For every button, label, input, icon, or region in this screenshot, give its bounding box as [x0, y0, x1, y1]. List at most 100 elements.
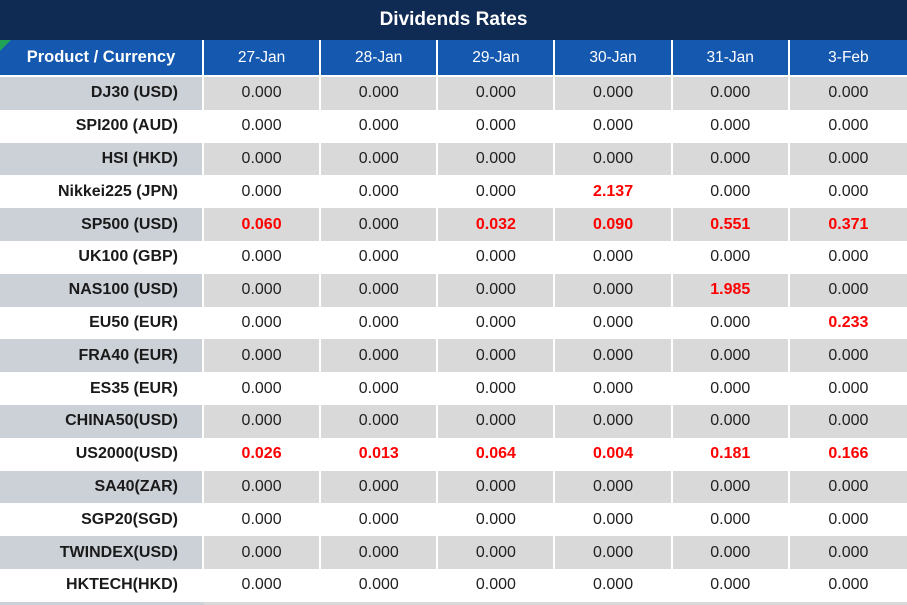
product-cell: ES35 (EUR)	[0, 372, 204, 405]
value-cell: 0.000	[438, 536, 556, 569]
value-cell: 0.000	[438, 273, 556, 307]
value-cell: 0.000	[321, 109, 439, 143]
product-cell: DJ30 (USD)	[0, 77, 204, 110]
value-cell: 0.000	[789, 339, 907, 373]
value-cell: 0.000	[555, 503, 673, 537]
table-row: FRA40 (EUR) 0.000 0.000 0.000 0.000 0.000 0.00…	[0, 339, 907, 373]
bottom-strip-left	[0, 601, 204, 605]
table-row: UK100 (GBP) 0.000 0.000 0.000 0.000 0.000 0.00…	[0, 240, 907, 274]
value-cell: 0.000	[555, 273, 673, 307]
column-header-date: 27-Jan	[204, 40, 322, 75]
value-cell: 0.000	[321, 404, 439, 438]
value-cell: 0.000	[672, 77, 790, 110]
value-cell: 0.000	[555, 372, 673, 405]
value-cell: 0.000	[789, 503, 907, 537]
value-cell: 0.000	[438, 240, 556, 274]
value-cell: 0.000	[789, 372, 907, 405]
column-header-date: 29-Jan	[438, 40, 556, 75]
value-cell: 0.181	[672, 437, 790, 471]
table-row: EU50 (EUR) 0.000 0.000 0.000 0.000 0.000 0.233	[0, 306, 907, 340]
value-cell: 0.000	[438, 77, 556, 110]
value-cell: 0.000	[672, 142, 790, 176]
product-cell: HSI (HKD)	[0, 142, 204, 176]
value-cell: 0.000	[789, 404, 907, 438]
value-cell: 0.000	[438, 109, 556, 143]
value-cell: 0.000	[204, 536, 322, 569]
product-header-label: Product / Currency	[26, 48, 176, 66]
value-cell: 0.000	[438, 306, 556, 340]
value-cell: 0.371	[789, 208, 907, 241]
value-cell: 0.000	[204, 372, 322, 405]
product-cell: Nikkei225 (JPN)	[0, 175, 204, 209]
product-cell: FRA40 (EUR)	[0, 339, 204, 373]
product-cell: SP500 (USD)	[0, 208, 204, 241]
value-cell: 0.000	[555, 404, 673, 438]
value-cell: 0.000	[672, 339, 790, 373]
value-cell: 0.000	[555, 568, 673, 602]
value-cell: 0.000	[204, 77, 322, 110]
product-cell: CHINA50(USD)	[0, 404, 204, 438]
value-cell: 0.000	[555, 339, 673, 373]
value-cell: 0.000	[672, 404, 790, 438]
column-header-date: 28-Jan	[321, 40, 439, 75]
value-cell: 0.166	[789, 437, 907, 471]
value-cell: 0.000	[438, 470, 556, 504]
value-cell: 0.000	[438, 142, 556, 176]
product-cell: UK100 (GBP)	[0, 240, 204, 274]
value-cell: 0.000	[672, 568, 790, 602]
title-bar: Dividends Rates	[0, 0, 907, 40]
value-cell: 0.000	[789, 536, 907, 569]
value-cell: 0.000	[789, 273, 907, 307]
value-cell: 0.000	[321, 142, 439, 176]
value-cell: 0.000	[555, 306, 673, 340]
value-cell: 0.000	[672, 536, 790, 569]
value-cell: 0.000	[438, 339, 556, 373]
value-cell: 0.026	[204, 437, 322, 471]
value-cell: 0.000	[672, 470, 790, 504]
value-cell: 0.000	[321, 372, 439, 405]
product-cell: SGP20(SGD)	[0, 503, 204, 537]
value-cell: 0.000	[321, 470, 439, 504]
value-cell: 0.000	[438, 175, 556, 209]
value-cell: 0.000	[321, 503, 439, 537]
value-cell: 0.000	[555, 470, 673, 504]
table-row: HKTECH(HKD) 0.000 0.000 0.000 0.000 0.000 0.00…	[0, 568, 907, 602]
value-cell: 0.090	[555, 208, 673, 241]
value-cell: 0.000	[789, 175, 907, 209]
table-header-row: Product / Currency 27-Jan 28-Jan 29-Jan 30-…	[0, 40, 907, 77]
product-cell: NAS100 (USD)	[0, 273, 204, 307]
product-cell: SPI200 (AUD)	[0, 109, 204, 143]
value-cell: 0.000	[321, 273, 439, 307]
table-row: HSI (HKD) 0.000 0.000 0.000 0.000 0.000 0.000	[0, 142, 907, 176]
column-header-date: 30-Jan	[555, 40, 673, 75]
value-cell: 0.000	[789, 109, 907, 143]
value-cell: 0.000	[204, 175, 322, 209]
value-cell: 0.000	[204, 404, 322, 438]
bottom-strip	[0, 601, 907, 605]
column-header-date: 3-Feb	[828, 48, 869, 66]
value-cell: 0.000	[321, 175, 439, 209]
value-cell: 0.551	[672, 208, 790, 241]
value-cell: 0.000	[672, 240, 790, 274]
page-title: Dividends Rates	[379, 9, 528, 30]
value-cell: 0.000	[555, 109, 673, 143]
value-cell: 0.004	[555, 437, 673, 471]
value-cell: 0.233	[789, 306, 907, 340]
value-cell: 0.000	[321, 208, 439, 241]
value-cell: 0.000	[672, 503, 790, 537]
value-cell: 0.000	[321, 240, 439, 274]
green-corner-marker-icon	[0, 40, 11, 51]
bottom-strip-right	[204, 601, 907, 605]
value-cell: 0.000	[204, 339, 322, 373]
value-cell: 0.000	[204, 503, 322, 537]
value-cell: 0.000	[789, 470, 907, 504]
table-row: DJ30 (USD) 0.000 0.000 0.000 0.000 0.000 0.000	[0, 77, 907, 110]
value-cell: 0.000	[789, 568, 907, 602]
value-cell: 0.000	[789, 240, 907, 274]
value-cell: 0.013	[321, 437, 439, 471]
value-cell: 0.064	[438, 437, 556, 471]
table-row: NAS100 (USD) 0.000 0.000 0.000 0.000 1.985 0.0…	[0, 273, 907, 307]
product-cell: SA40(ZAR)	[0, 470, 204, 504]
value-cell: 0.000	[204, 568, 322, 602]
value-cell: 0.000	[555, 240, 673, 274]
